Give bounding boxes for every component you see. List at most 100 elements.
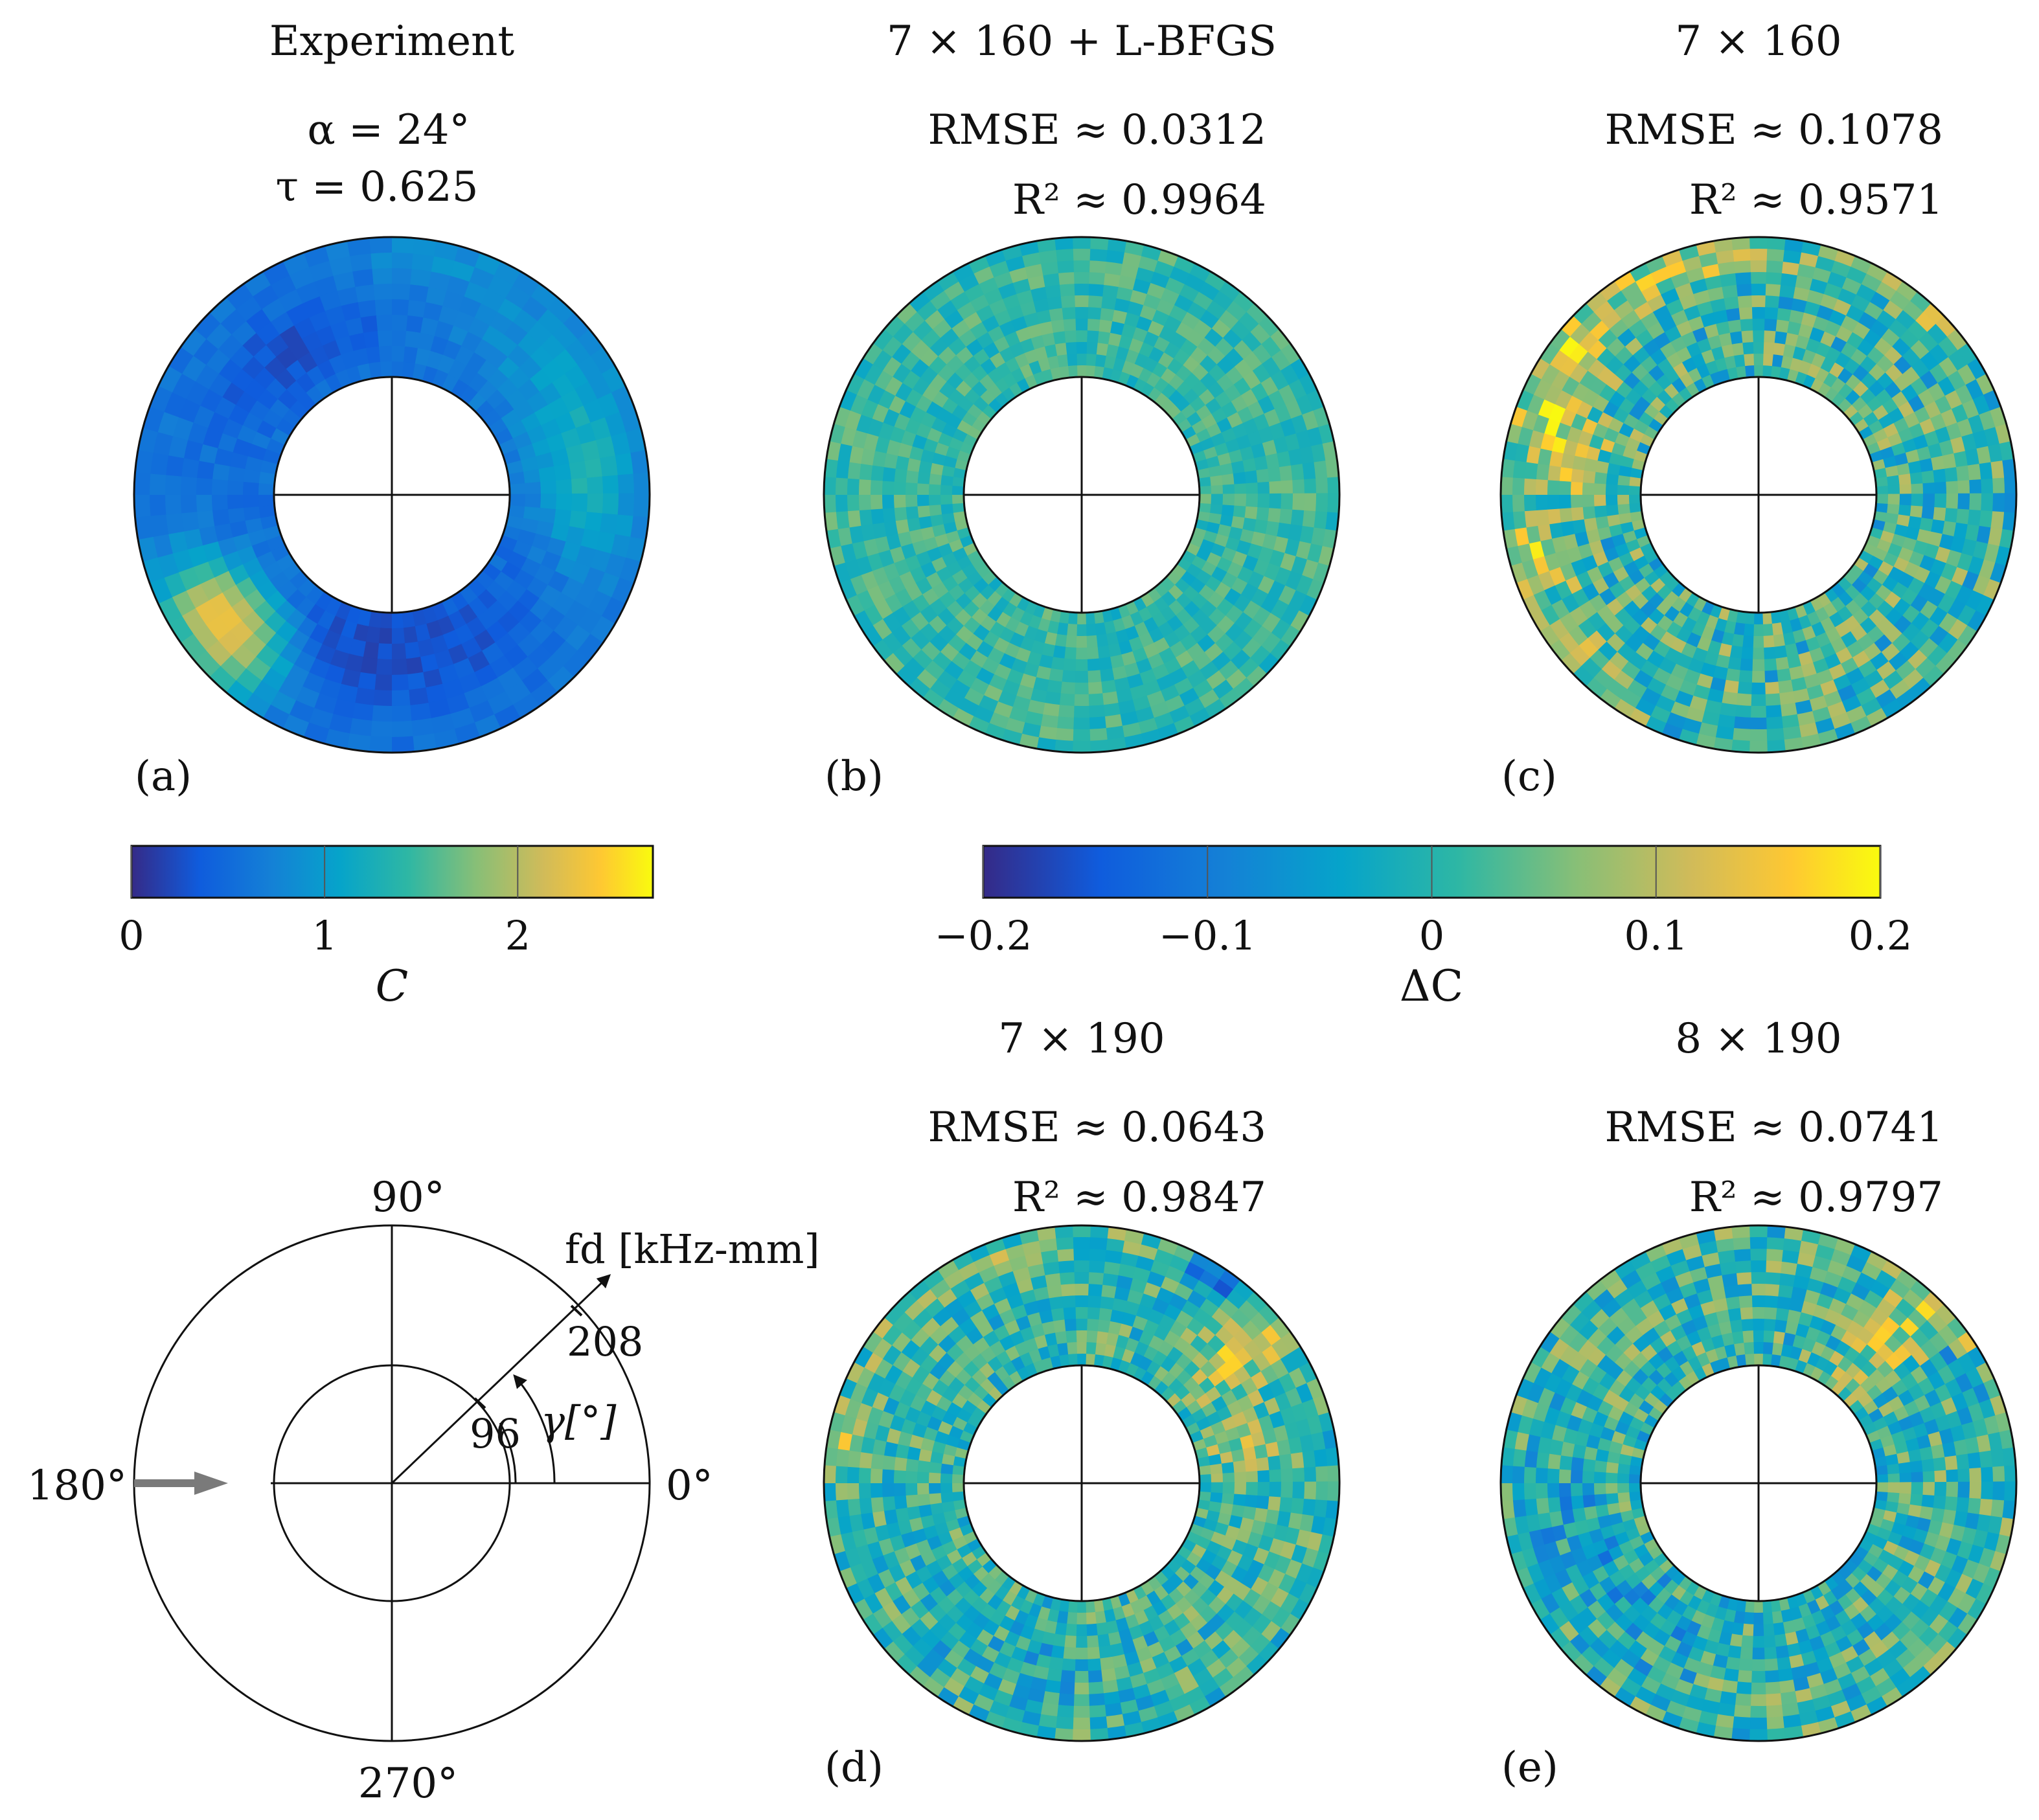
annulus-e-cell	[1531, 1598, 1551, 1622]
annulus-d-cell	[1067, 1611, 1078, 1625]
annulus-b-cell	[1222, 483, 1235, 495]
annulus-b-cell	[937, 699, 961, 720]
annulus-b-cell	[1179, 687, 1201, 706]
annulus-b-cell	[1012, 696, 1032, 712]
annulus-c-cell	[1987, 442, 2003, 462]
annulus-a-cell	[409, 687, 430, 706]
annulus-d-cell	[1021, 1711, 1043, 1727]
annulus-b-cell	[951, 495, 964, 505]
annulus-d-cell	[1220, 1501, 1234, 1516]
panel-d: 7 × 190 RMSE ≈ 0.0643 R² ≈ 0.9847 (d)	[823, 1015, 1341, 1792]
annulus-d-cell	[858, 1468, 871, 1485]
annulus-d-cell	[1101, 1668, 1118, 1682]
annulus-d-cell	[1054, 1622, 1068, 1636]
annulus-b-cell	[1279, 341, 1301, 365]
annulus-c-cell	[1809, 695, 1829, 712]
annulus-e-cell	[1570, 1470, 1583, 1484]
annulus-c-cell	[1858, 425, 1874, 440]
annulus-e-cell	[1965, 1576, 1985, 1599]
annulus-d-cell	[985, 1711, 1008, 1729]
annulus-b-cell	[889, 426, 906, 444]
annulus-c-cell	[1762, 365, 1772, 378]
annulus-a-cell	[488, 311, 514, 335]
annulus-b-cell	[847, 478, 860, 497]
annulus-d-cell	[1290, 1597, 1311, 1621]
annulus-c-cell	[1876, 494, 1889, 504]
annulus-c-cell	[1771, 354, 1783, 367]
annulus-b-cell	[1256, 506, 1270, 521]
annulus-e-cell	[1810, 1585, 1825, 1600]
annulus-b-cell	[1233, 676, 1256, 699]
annulus-a-cell	[507, 419, 527, 438]
annulus-a-cell	[157, 365, 183, 394]
annulus-b-cell	[1289, 356, 1310, 380]
annulus-e-cell	[1744, 1611, 1755, 1625]
annulus-d-cell	[837, 1516, 853, 1536]
annulus-e-cell	[1861, 1685, 1884, 1705]
annulus-b-cell	[1075, 330, 1088, 343]
annulus-d-cell	[845, 1583, 865, 1606]
annulus-b-cell	[1045, 691, 1062, 705]
annulus-e-cell	[1712, 1226, 1733, 1242]
annulus-c-cell	[1886, 474, 1900, 486]
annulus-b-cell	[1306, 425, 1323, 446]
annulus-e-cell	[1521, 1361, 1542, 1385]
annulus-b-cell	[966, 426, 982, 440]
annulus-e-cell	[1582, 1459, 1596, 1473]
annulus-d-cell	[920, 1437, 935, 1453]
annulus-e-cell	[1659, 1276, 1680, 1294]
annulus-c-cell	[1947, 598, 1967, 620]
annulus-d-cell	[1181, 1413, 1197, 1428]
annulus-b-cell	[1131, 326, 1148, 343]
annulus-b-cell	[1322, 439, 1338, 461]
annulus-d-cell	[1105, 1332, 1119, 1347]
annulus-d-cell	[1059, 1283, 1075, 1297]
annulus-c-cell	[1648, 266, 1671, 285]
annulus-d-cell	[1031, 1676, 1049, 1692]
annulus-b-cell	[1159, 287, 1180, 305]
annulus-e-cell	[1753, 1353, 1763, 1366]
annulus-c-cell	[1709, 298, 1726, 313]
annulus-d-cell	[1279, 1496, 1293, 1513]
annulus-c-cell	[1660, 685, 1681, 703]
annulus-e-cell	[1805, 1277, 1824, 1294]
annulus-e-cell	[1779, 1679, 1797, 1694]
annulus-a-cell	[407, 672, 427, 690]
annulus-b-cell	[1056, 728, 1075, 742]
annulus-b-cell	[1056, 354, 1069, 368]
annulus-a-cell	[546, 536, 567, 557]
annulus-a-cell	[459, 671, 483, 694]
annulus-c-cell	[1685, 382, 1700, 398]
annulus-e-cell	[1934, 1563, 1953, 1583]
annulus-a-cell	[372, 283, 392, 301]
annulus-e-cell	[1898, 1534, 1914, 1551]
annulus-c-cell	[1734, 622, 1746, 636]
annulus-e-cell	[1582, 1471, 1595, 1484]
annulus-c-cell	[1797, 251, 1819, 267]
annulus-a-cell	[508, 504, 525, 518]
annulus-d-cell	[882, 1345, 902, 1367]
annulus-e-cell	[1554, 1378, 1573, 1399]
annulus-b-cell	[1267, 389, 1286, 409]
annulus-a-cell	[468, 577, 488, 598]
annulus-b-cell	[1279, 507, 1293, 525]
annulus-e-cell	[1718, 1595, 1731, 1610]
annulus-e-cell	[1711, 1297, 1728, 1313]
annulus-e-cell	[1763, 1306, 1777, 1320]
annulus-a-cell	[523, 505, 541, 521]
annulus-b-cell	[894, 468, 907, 484]
annulus-a-cell	[187, 545, 209, 569]
annulus-a-cell	[270, 691, 298, 716]
annulus-e-cell	[1515, 1378, 1534, 1401]
annulus-b-cell	[1016, 684, 1035, 701]
annulus-a-cell	[610, 384, 635, 413]
annulus-b-cell	[1050, 609, 1062, 623]
annulus-e-cell	[1779, 1261, 1797, 1275]
annulus-c-cell	[1801, 662, 1818, 677]
annulus-e-cell	[1718, 1702, 1737, 1717]
annulus-e-cell	[1815, 1595, 1830, 1611]
annulus-e-cell	[1639, 1272, 1661, 1291]
annulus-c-cell	[1933, 506, 1946, 521]
annulus-d-cell	[1114, 1665, 1132, 1680]
annulus-c-cell	[1815, 606, 1830, 622]
